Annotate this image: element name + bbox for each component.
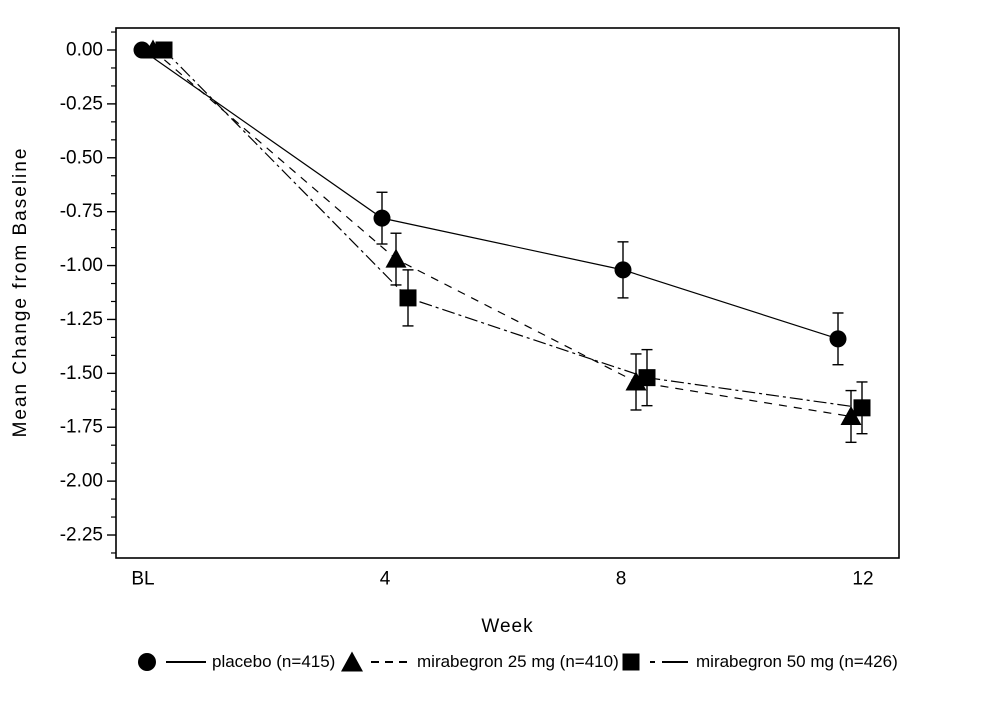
y-axis-tick-label: -1.50 xyxy=(60,363,103,384)
series-line-circle xyxy=(141,49,839,340)
series-line-square xyxy=(163,49,863,409)
marker-square xyxy=(399,289,417,307)
legend-label: mirabegron 25 mg (n=410) xyxy=(417,652,619,671)
marker-triangle xyxy=(385,248,407,268)
marker-square xyxy=(638,369,656,387)
legend-marker-square-icon xyxy=(622,653,640,671)
x-axis-tick-label: 8 xyxy=(616,569,627,590)
y-axis-tick-label: -1.25 xyxy=(60,309,103,330)
legend-line-sample-dashed xyxy=(371,661,411,663)
series-line-triangle xyxy=(152,49,852,418)
marker-square xyxy=(853,399,871,417)
legend-label: placebo (n=415) xyxy=(212,652,336,671)
y-axis-tick-label: -2.25 xyxy=(60,525,103,546)
marker-triangle xyxy=(840,405,862,425)
y-axis-tick-label: -1.00 xyxy=(60,255,103,276)
legend-marker-circle-icon xyxy=(138,653,156,671)
marker-circle xyxy=(829,330,847,348)
x-axis-tick-label: 4 xyxy=(380,569,391,590)
marker-circle xyxy=(373,209,391,227)
legend-marker-triangle-icon xyxy=(341,651,363,672)
y-axis-tick-label: -1.75 xyxy=(60,417,103,438)
legend: placebo (n=415) mirabegron 25 mg (n=410) m… xyxy=(0,646,999,678)
x-axis-title: Week xyxy=(481,616,534,637)
legend-item-2: mirabegron 25 mg (n=410) xyxy=(339,646,619,678)
legend-line-sample-dash-dot xyxy=(650,661,690,663)
y-axis-tick-label: 0.00 xyxy=(66,40,103,61)
marker-square xyxy=(155,41,173,59)
legend-label: mirabegron 50 mg (n=426) xyxy=(696,652,898,671)
legend-line-sample-solid xyxy=(166,661,206,663)
x-axis-tick-label: 12 xyxy=(852,569,873,590)
x-axis-tick-label: BL xyxy=(131,569,154,590)
plot-frame xyxy=(115,27,900,559)
y-axis-tick-label: -2.00 xyxy=(60,471,103,492)
y-axis-tick-label: -0.25 xyxy=(60,93,103,114)
legend-item-3: mirabegron 50 mg (n=426) xyxy=(618,646,898,678)
y-axis-tick-label: -0.50 xyxy=(60,147,103,168)
legend-item-1: placebo (n=415) xyxy=(134,646,335,678)
y-axis-tick-label: -0.75 xyxy=(60,201,103,222)
marker-circle xyxy=(614,261,632,279)
